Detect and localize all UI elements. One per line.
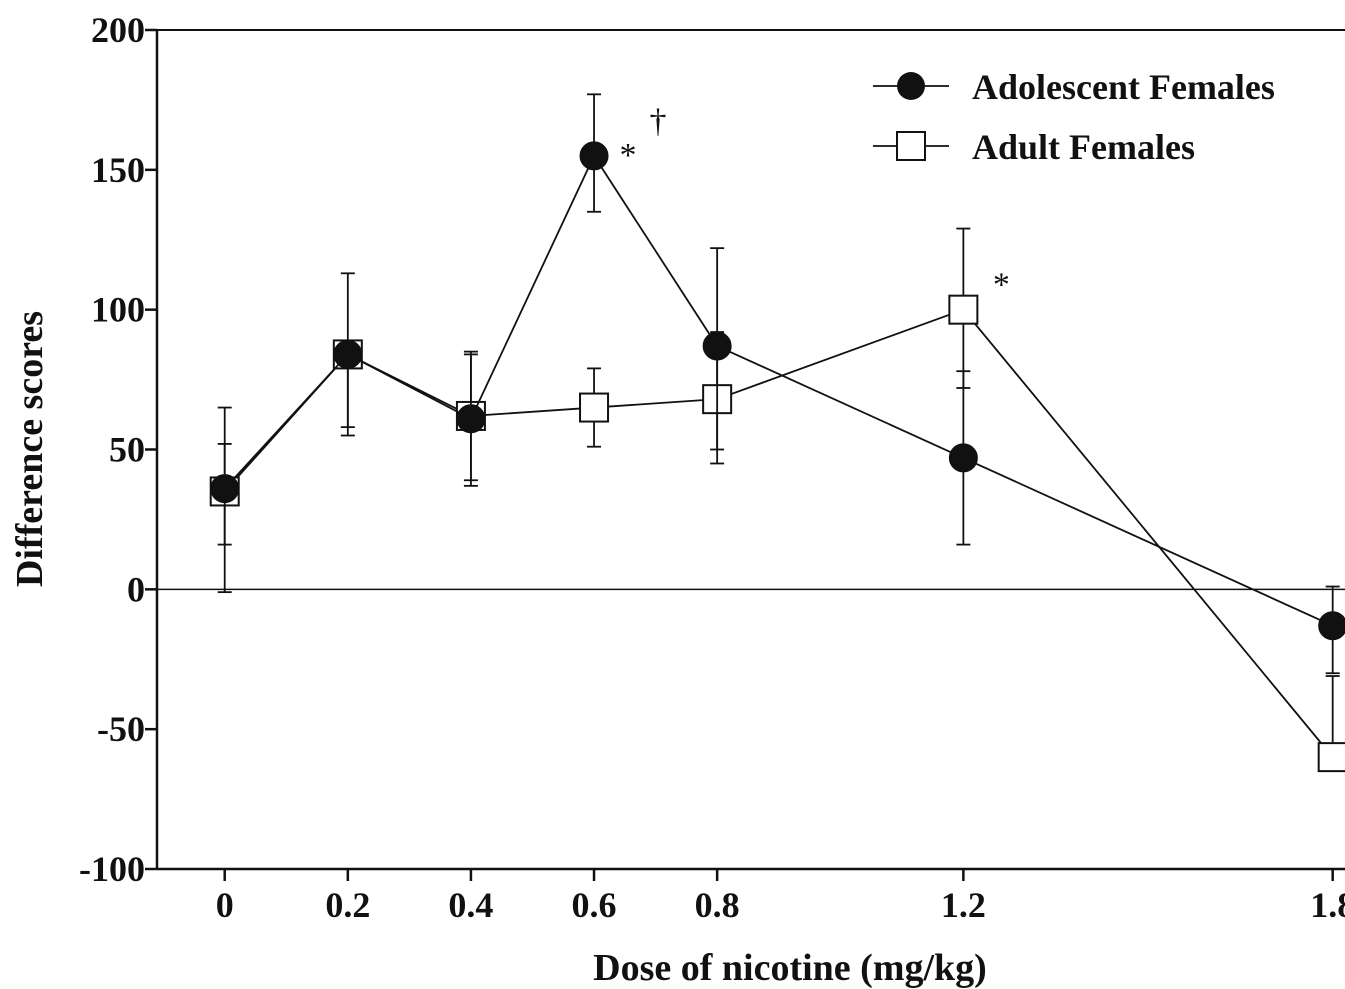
significance-marker: *: [993, 267, 1010, 304]
data-point: [579, 141, 609, 171]
y-tick-label: -50: [97, 709, 145, 749]
x-tick-label: 0.8: [695, 885, 740, 925]
data-point: [456, 404, 486, 434]
x-tick-label: 0.6: [572, 885, 617, 925]
legend-marker: [897, 72, 925, 100]
data-point: [333, 339, 363, 369]
y-tick-label: 50: [109, 430, 145, 470]
y-tick-label: 100: [91, 290, 145, 330]
x-axis-title: Dose of nicotine (mg/kg): [593, 947, 987, 989]
x-tick-label: 0: [216, 885, 234, 925]
data-point: [579, 392, 610, 423]
y-axis-title: Difference scores: [9, 311, 51, 587]
axes: -100 -50 0 50 100 150 200 0 0.2 0.4 0.6 0.8 1.2 1.8: [79, 10, 1345, 925]
y-tick-label: -100: [79, 849, 145, 889]
x-tick-label: 0.2: [325, 885, 370, 925]
x-tick-label: 0.4: [448, 885, 493, 925]
data-point: [702, 331, 732, 361]
data-point: [210, 474, 240, 504]
y-tick-label: 150: [91, 150, 145, 190]
legend-label: Adolescent Females: [972, 67, 1275, 107]
legend-marker: [896, 131, 926, 161]
series-group: [209, 93, 1345, 773]
data-point: [1317, 742, 1345, 773]
annotations-group: *†**: [620, 103, 1010, 304]
x-tick-label: 1.2: [941, 885, 986, 925]
legend-label: Adult Females: [972, 127, 1195, 167]
y-tick-label: 200: [91, 10, 145, 50]
data-point: [948, 443, 978, 473]
legend: Adolescent Females Adult Females: [873, 67, 1275, 167]
significance-marker: †: [650, 103, 667, 140]
x-tick-label: 1.8: [1310, 885, 1345, 925]
y-tick-label: 0: [127, 569, 145, 609]
significance-marker: *: [620, 137, 637, 174]
data-point: [948, 294, 979, 325]
data-point: [1318, 611, 1345, 641]
